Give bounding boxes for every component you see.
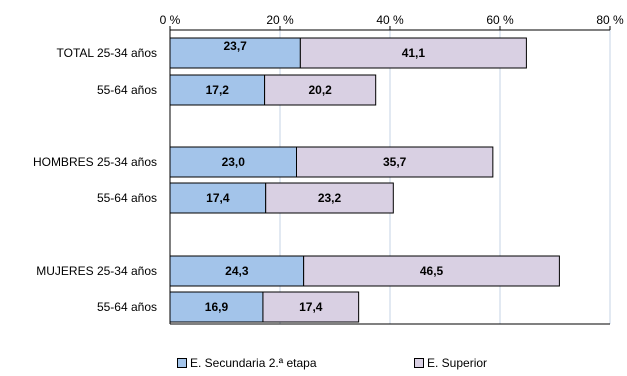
bar-segment bbox=[169, 255, 305, 287]
data-label: 23,2 bbox=[318, 191, 342, 205]
bar-segment bbox=[265, 182, 394, 214]
legend-label-secundaria: E. Secundaria 2.ª etapa bbox=[190, 356, 317, 370]
legend-label-superior: E. Superior bbox=[427, 356, 488, 370]
data-label: 46,5 bbox=[420, 264, 444, 278]
legend-item-superior: E. Superior bbox=[414, 356, 487, 370]
data-label: 35,7 bbox=[383, 155, 407, 169]
x-tick-label: 60 % bbox=[486, 13, 514, 27]
data-label: 16,9 bbox=[205, 300, 229, 314]
bar-segment bbox=[169, 37, 301, 69]
category-label: 55-64 años bbox=[97, 300, 157, 314]
category-label: HOMBRES 25-34 años bbox=[33, 155, 157, 169]
x-axis-tick-labels: 0 % 20 % 40 % 60 % 80 % bbox=[160, 13, 624, 27]
bar-segment bbox=[264, 74, 377, 106]
bars: 23,7 41,1 17,2 20,2 23,0 35,7 17,4 23,2 24,3 46,5… bbox=[169, 37, 560, 323]
bar-segment bbox=[303, 255, 560, 287]
bar-segment bbox=[296, 146, 494, 178]
category-label: MUJERES 25-34 años bbox=[36, 264, 157, 278]
legend-item-secundaria: E. Secundaria 2.ª etapa bbox=[177, 356, 317, 370]
x-tick-label: 40 % bbox=[376, 13, 404, 27]
data-label: 17,4 bbox=[206, 191, 230, 205]
legend-swatch-secundaria bbox=[177, 358, 187, 368]
x-tick-label: 80 % bbox=[596, 13, 624, 27]
data-label: 20,2 bbox=[308, 83, 332, 97]
data-label: 24,3 bbox=[225, 264, 249, 278]
legend-swatch-superior bbox=[414, 358, 424, 368]
data-label: 41,1 bbox=[402, 46, 426, 60]
data-label: 23,0 bbox=[222, 155, 246, 169]
bar-segment bbox=[299, 37, 527, 69]
x-tick-label: 0 % bbox=[160, 13, 181, 27]
data-label: 23,7 bbox=[223, 39, 247, 53]
legend: E. Secundaria 2.ª etapa E. Superior bbox=[0, 356, 627, 374]
category-labels: TOTAL 25-34 años 55-64 años HOMBRES 25-34 … bbox=[33, 46, 157, 314]
x-tick-label: 20 % bbox=[266, 13, 294, 27]
axes bbox=[169, 26, 611, 325]
data-label: 17,2 bbox=[206, 83, 230, 97]
bar-segment bbox=[262, 291, 360, 323]
category-label: TOTAL 25-34 años bbox=[57, 46, 158, 60]
category-label: 55-64 años bbox=[97, 83, 157, 97]
data-label: 17,4 bbox=[299, 300, 323, 314]
stacked-bar-chart: 0 % 20 % 40 % 60 % 80 % 23,7 41,1 17,2 20,2 23,0… bbox=[33, 13, 624, 325]
bar-segment bbox=[169, 74, 266, 106]
category-label: 55-64 años bbox=[97, 191, 157, 205]
